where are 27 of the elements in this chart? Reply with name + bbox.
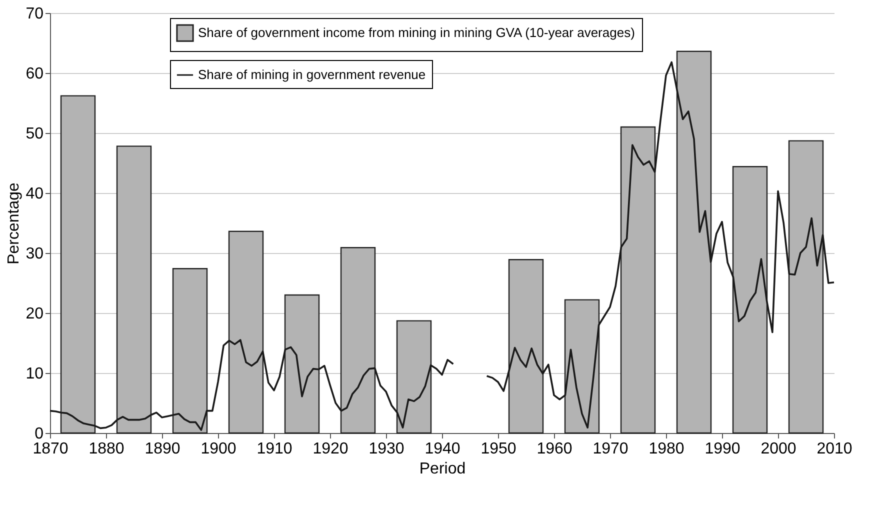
x-tick-label: 1900: [200, 440, 236, 458]
y-tick-label: 40: [26, 186, 44, 202]
x-tick-label: 1970: [592, 440, 628, 458]
y-tick-label: 50: [26, 126, 44, 142]
y-tick-label: 20: [26, 306, 44, 322]
x-tick-label: 2000: [760, 440, 796, 458]
y-tick-label: 60: [26, 66, 44, 82]
x-tick-label: 2010: [816, 440, 852, 458]
x-axis-title: Period: [419, 460, 466, 478]
x-tick-label: 1880: [88, 440, 124, 458]
y-tick-label: 70: [26, 6, 44, 22]
x-tick-label: 1950: [480, 440, 516, 458]
y-axis-title: Percentage: [6, 182, 23, 264]
x-tick-label: 1870: [32, 440, 68, 458]
x-tick-label: 1940: [424, 440, 460, 458]
legend-label: Share of government income from mining in mining GVA (10-year averages): [198, 25, 635, 40]
x-tick-label: 1990: [704, 440, 740, 458]
y-tick-label: 10: [26, 366, 44, 382]
x-tick-label: 1910: [256, 440, 292, 458]
y-tick-label: 30: [26, 246, 44, 262]
x-tick-label: 1890: [144, 440, 180, 458]
legend-label: Share of mining in government revenue: [198, 67, 426, 82]
x-tick-label: 1980: [648, 440, 684, 458]
y-tick-label: 0: [34, 426, 44, 442]
x-tick-label: 1930: [368, 440, 404, 458]
x-tick-label: 1920: [312, 440, 348, 458]
x-tick-label: 1960: [536, 440, 572, 458]
